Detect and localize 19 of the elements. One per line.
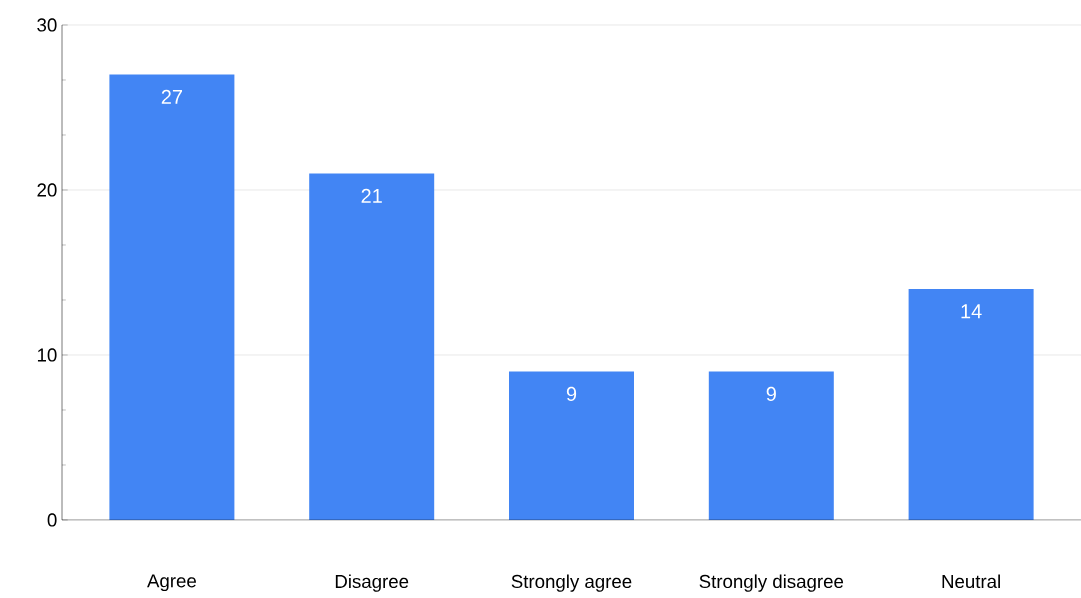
data-label: 9 bbox=[766, 386, 776, 402]
y-tick-label: 30 bbox=[37, 18, 57, 32]
x-tick-label: Neutral bbox=[942, 574, 1000, 589]
x-tick-label: Disagree bbox=[335, 574, 409, 592]
bar bbox=[309, 173, 435, 520]
y-tick-label: 10 bbox=[37, 348, 57, 362]
bar bbox=[509, 371, 634, 520]
data-label: 9 bbox=[566, 386, 577, 402]
y-tick-label: 20 bbox=[37, 183, 57, 197]
bar bbox=[109, 74, 235, 520]
y-tick-label: 0 bbox=[47, 513, 57, 527]
data-label: 21 bbox=[361, 188, 382, 203]
data-label: 14 bbox=[961, 304, 982, 319]
x-tick-label: Strongly disagree bbox=[699, 574, 844, 592]
x-tick-label: Agree bbox=[147, 574, 196, 592]
x-tick-label: Strongly agree bbox=[511, 574, 632, 592]
bar bbox=[708, 371, 834, 520]
data-label: 27 bbox=[161, 89, 183, 104]
bar bbox=[908, 288, 1034, 520]
